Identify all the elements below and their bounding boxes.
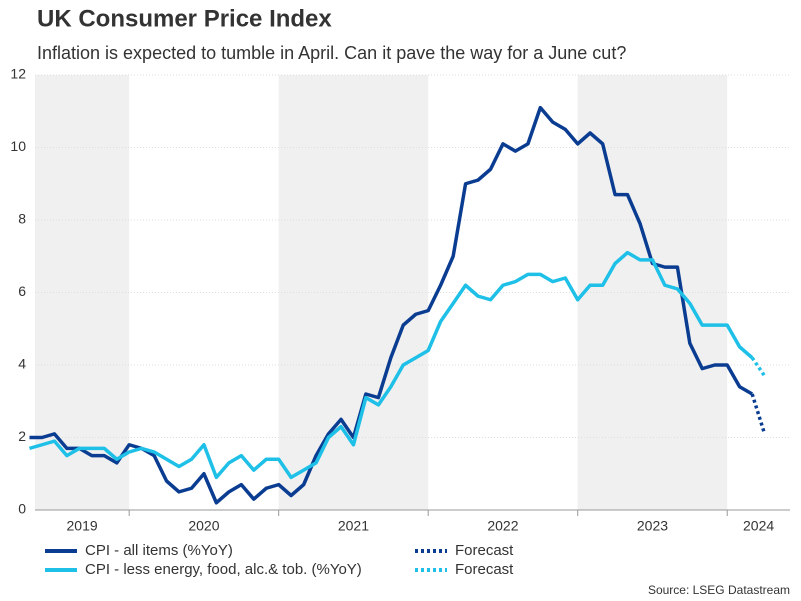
chart-subtitle: Inflation is expected to tumble in April… (37, 43, 626, 63)
x-tick-label: 2024 (743, 518, 774, 534)
source-note: Source: LSEG Datastream (648, 583, 790, 597)
x-tick-label: 2023 (637, 518, 668, 534)
y-tick-label: 10 (10, 138, 26, 154)
y-tick-label: 0 (18, 501, 26, 517)
legend-label: CPI - all items (%YoY) (85, 542, 233, 559)
x-tick-label: 2022 (487, 518, 518, 534)
year-band (35, 75, 130, 510)
y-tick-label: 6 (18, 283, 26, 299)
legend-label: Forecast (455, 561, 514, 578)
line-series (28, 250, 754, 480)
x-tick-label: 2019 (67, 518, 98, 534)
line-series (750, 393, 767, 435)
line-series (750, 356, 767, 377)
y-tick-label: 4 (18, 356, 26, 372)
line-series (29, 105, 754, 505)
y-tick-label: 12 (10, 66, 26, 82)
x-tick-label: 2020 (188, 518, 219, 534)
legend-label: CPI - less energy, food, alc.& tob. (%Yo… (85, 561, 362, 578)
y-tick-label: 2 (18, 428, 26, 444)
x-tick-label: 2021 (338, 518, 369, 534)
y-tick-label: 8 (18, 211, 26, 227)
legend-label: Forecast (455, 542, 514, 559)
chart-title: UK Consumer Price Index (37, 5, 332, 32)
